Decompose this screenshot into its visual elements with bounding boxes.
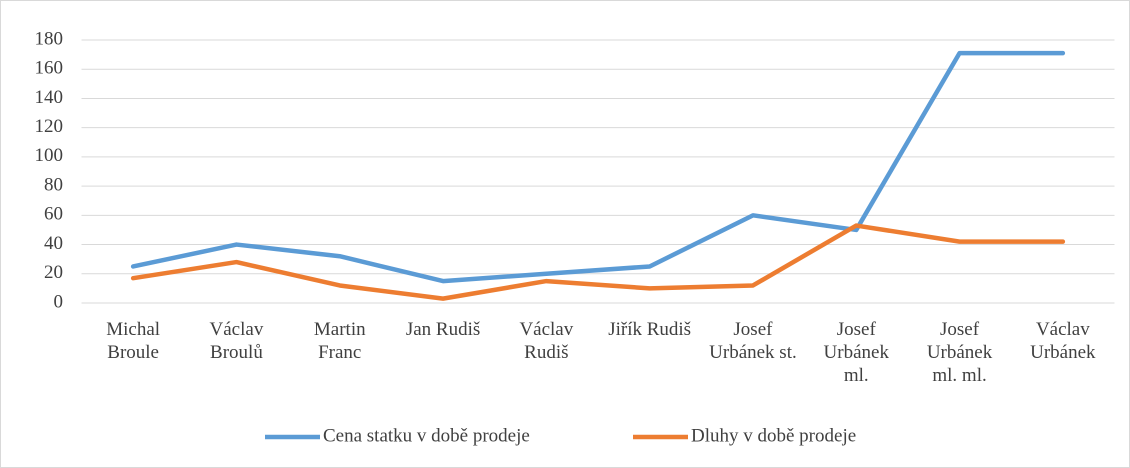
y-tick-label: 180: [35, 28, 64, 49]
x-tick-label: Josef Urbánek ml.: [823, 319, 889, 386]
series-line: [130, 50, 1066, 284]
y-tick-label: 100: [35, 145, 64, 166]
y-tick-label: 40: [44, 233, 63, 254]
x-tick-label: Martin Franc: [313, 319, 366, 363]
x-tick-label: Václav Urbánek: [1030, 319, 1096, 363]
y-tick-label: 20: [44, 262, 63, 283]
x-tick-label: Josef Urbánek ml. ml.: [926, 319, 993, 386]
y-tick-label: 60: [44, 204, 63, 225]
x-tick-label: Michal Broule: [106, 319, 161, 363]
legend-label: Dluhy v době prodeje: [691, 425, 856, 446]
y-tick-label: 160: [35, 58, 64, 79]
x-tick-label: Josef Urbánek st.: [709, 319, 797, 363]
y-tick-label: 120: [35, 116, 64, 137]
y-tick-label: 140: [35, 87, 64, 108]
series-line: [130, 223, 1066, 301]
x-tick-label: Václav Rudiš: [519, 319, 574, 363]
x-tick-label: Jiřík Rudiš: [608, 319, 692, 340]
x-tick-label: Jan Rudiš: [405, 319, 481, 340]
x-tick-label: Václav Broulů: [209, 319, 264, 363]
y-tick-label: 0: [54, 291, 64, 312]
legend-label: Cena statku v době prodeje: [323, 425, 530, 446]
y-tick-label: 80: [44, 174, 63, 195]
